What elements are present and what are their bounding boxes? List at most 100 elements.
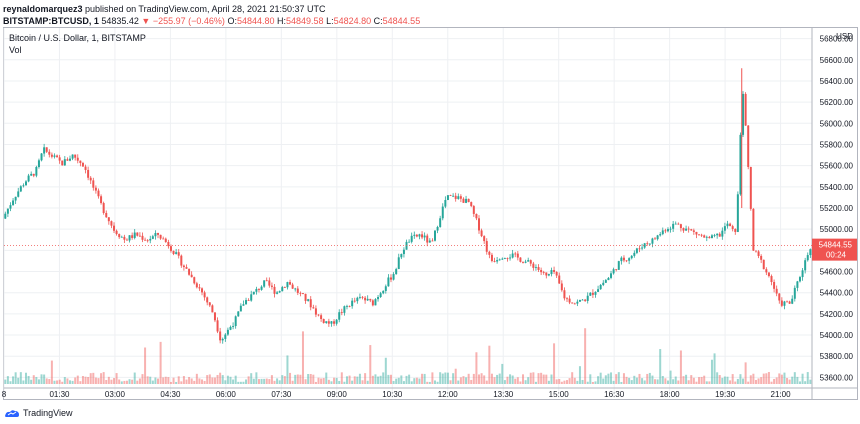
candle-body (545, 272, 548, 276)
candle-body (48, 151, 51, 155)
volume-bar (377, 376, 380, 384)
candle-body (612, 269, 615, 274)
volume-bar (314, 381, 317, 384)
volume-bar (625, 376, 628, 384)
candle-body (586, 295, 589, 301)
candle-body (144, 239, 147, 241)
volume-bar (545, 374, 548, 384)
candle-body (589, 292, 592, 296)
candle-body (656, 235, 659, 240)
candle-body (581, 299, 584, 301)
close-label: C: (373, 16, 383, 26)
volume-bar (71, 380, 74, 384)
publisher-name[interactable]: reynaldomarquez3 (3, 4, 83, 14)
candle-body (672, 223, 675, 229)
candle-body (780, 300, 783, 306)
candle-body (478, 218, 481, 231)
volume-bar (247, 376, 250, 384)
candle-body (294, 288, 297, 290)
volume-bar (81, 375, 84, 384)
volume-bar (786, 377, 789, 384)
candle-body (58, 157, 61, 161)
candle-body (389, 277, 392, 280)
candle-body (366, 298, 369, 301)
volume-bar (69, 380, 72, 384)
candle-body (19, 186, 22, 192)
candle-body (247, 300, 250, 301)
volume-bar (201, 379, 204, 384)
x-tick-label: 15:00 (549, 390, 570, 399)
volume-bar (4, 379, 7, 384)
candle-body (540, 269, 543, 273)
candle-body (532, 263, 535, 268)
publish-text: published on TradingView.com, April 28, … (82, 4, 326, 14)
x-tick-label: 10:30 (382, 390, 403, 399)
candle-body (444, 199, 447, 207)
candle-body (454, 195, 457, 199)
candle-body (327, 321, 330, 324)
candle-body (182, 265, 185, 268)
candle-body (630, 255, 633, 259)
volume-bar (651, 375, 654, 384)
candle-body (449, 195, 452, 196)
candle-body (299, 292, 302, 294)
volume-bar (358, 373, 361, 384)
volume-bar (216, 374, 219, 384)
candle-body (765, 269, 768, 273)
candle-body (754, 250, 757, 252)
candle-body (63, 159, 66, 166)
candle-body (356, 297, 359, 302)
volume-bar (506, 376, 509, 384)
volume-bar (524, 380, 527, 384)
candle-body (682, 228, 685, 231)
volume-bar (734, 381, 737, 384)
volume-bar (100, 373, 103, 384)
volume-bar (229, 376, 232, 384)
volume-bar (638, 373, 641, 384)
candle-body (762, 259, 765, 270)
volume-bar (395, 378, 398, 384)
candle-body (257, 288, 260, 290)
volume-bar (796, 376, 799, 384)
candle-body (695, 231, 698, 235)
candle-body (167, 241, 170, 247)
volume-bar (307, 374, 310, 384)
candle-body (185, 267, 188, 269)
volume-bar (188, 377, 191, 384)
volume-bar (291, 380, 294, 384)
candle-body (568, 298, 571, 303)
volume-bar (591, 381, 594, 384)
volume-bar (17, 377, 20, 384)
volume-bar (113, 378, 116, 384)
volume-bar (431, 372, 434, 384)
volume-bar (679, 350, 682, 384)
candle-body (263, 280, 266, 287)
x-tick-label: 06:00 (216, 390, 237, 399)
volume-bar (325, 372, 328, 384)
volume-bar (496, 374, 499, 384)
volume-bar (283, 376, 286, 384)
candle-body (107, 217, 110, 222)
volume-bar (263, 378, 266, 384)
volume-bar (415, 377, 418, 384)
candle-body (710, 235, 713, 239)
candle-body (177, 252, 180, 256)
volume-bar (133, 372, 136, 384)
candle-body (542, 272, 545, 273)
volume-bar (45, 378, 48, 384)
x-tick-label: 01:30 (49, 390, 70, 399)
volume-bar (353, 376, 356, 384)
footer-brand[interactable]: TradingView (4, 405, 73, 421)
candle-body (578, 299, 581, 302)
candle-body (216, 320, 219, 332)
volume-bar (674, 376, 677, 384)
volume-bar (428, 381, 431, 384)
volume-bar (322, 378, 325, 384)
candle-body (242, 304, 245, 306)
candle-body (229, 326, 232, 330)
candle-body (172, 250, 175, 254)
candle-body (431, 240, 434, 242)
candle-body (690, 229, 693, 231)
candle-body (14, 196, 17, 201)
